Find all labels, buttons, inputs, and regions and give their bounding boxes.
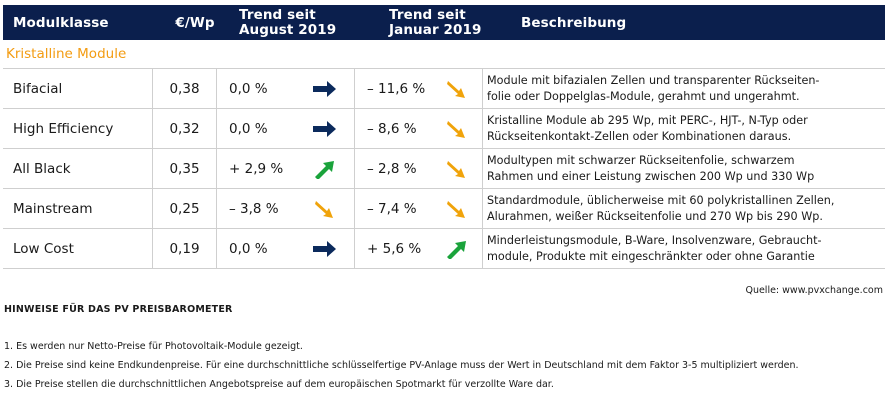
row-trend-august-value: – 3,8 % <box>229 200 279 217</box>
row-trend-august-value: 0,0 % <box>229 240 268 257</box>
row-trend-januar: + 5,6 % <box>355 229 483 268</box>
row-modulklasse: Mainstream <box>3 189 153 228</box>
row-description: Minderleistungsmodule, B-Ware, Insolvenz… <box>483 229 885 268</box>
notes-section: HINWEISE FÜR DAS PV PREISBAROMETER 1. Es… <box>4 302 884 398</box>
row-price: 0,35 <box>153 149 217 188</box>
header-trend-august-line1: Trend seit <box>239 6 316 23</box>
arrow-right-icon <box>313 240 336 257</box>
row-price: 0,25 <box>153 189 217 228</box>
row-description-line2: Alurahmen, weißer Rückseitenfolie und 27… <box>487 209 823 223</box>
row-description-line1: Minderleistungsmodule, B-Ware, Insolvenz… <box>487 234 822 247</box>
header-trend-januar-line2: Januar 2019 <box>389 21 482 38</box>
notes-list: 1. Es werden nur Netto-Preise für Photov… <box>4 341 884 390</box>
row-description: Modultypen mit schwarzer Rückseitenfolie… <box>483 149 885 188</box>
row-trend-januar: – 2,8 % <box>355 149 483 188</box>
row-trend-januar-value: – 7,4 % <box>367 200 417 217</box>
header-beschreibung: Beschreibung <box>521 14 627 31</box>
row-trend-august-value: + 2,9 % <box>229 160 284 177</box>
row-trend-august: 0,0 % <box>217 69 355 108</box>
note-item-1: 1. Es werden nur Netto-Preise für Photov… <box>4 341 303 352</box>
row-price: 0,32 <box>153 109 217 148</box>
row-description-line1: Kristalline Module ab 295 Wp, mit PERC-,… <box>487 114 808 127</box>
header-trend-januar-line1: Trend seit <box>389 6 466 23</box>
arrow-up-right-icon <box>315 160 334 179</box>
section-label: Kristalline Module <box>3 40 885 69</box>
table-header: Modulklasse €/Wp Trend seit August 2019 … <box>3 5 885 40</box>
row-modulklasse: All Black <box>3 149 153 188</box>
arrow-down-right-icon <box>447 200 465 218</box>
row-description-line1: Standardmodule, üblicherweise mit 60 pol… <box>487 194 835 207</box>
row-trend-august: 0,0 % <box>217 229 355 268</box>
row-modulklasse: Low Cost <box>3 229 153 268</box>
arrow-down-right-icon <box>315 200 333 218</box>
header-trend-august: Trend seit August 2019 <box>227 5 377 40</box>
row-trend-august: + 2,9 % <box>217 149 355 188</box>
table-row: Bifacial 0,38 0,0 % – 11,6 % Module mit … <box>3 69 885 109</box>
row-trend-januar: – 11,6 % <box>355 69 483 108</box>
arrow-down-right-icon <box>447 120 465 138</box>
row-modulklasse: Bifacial <box>3 69 153 108</box>
row-trend-august: – 3,8 % <box>217 189 355 228</box>
arrow-right-icon <box>313 80 336 97</box>
row-description-line1: Module mit bifazialen Zellen und transpa… <box>487 74 820 87</box>
row-trend-januar: – 7,4 % <box>355 189 483 228</box>
table-body: Bifacial 0,38 0,0 % – 11,6 % Module mit … <box>3 69 885 269</box>
arrow-right-icon <box>313 120 336 137</box>
row-description-line1: Modultypen mit schwarzer Rückseitenfolie… <box>487 154 795 167</box>
row-description: Module mit bifazialen Zellen und transpa… <box>483 69 885 108</box>
row-trend-august-value: 0,0 % <box>229 120 268 137</box>
note-item-3: 3. Die Preise stellen die durchschnittli… <box>4 379 554 390</box>
row-price: 0,38 <box>153 69 217 108</box>
row-trend-januar-value: – 2,8 % <box>367 160 417 177</box>
notes-title: HINWEISE FÜR DAS PV PREISBAROMETER <box>4 304 233 315</box>
price-table: Modulklasse €/Wp Trend seit August 2019 … <box>3 5 885 269</box>
table-row: High Efficiency 0,32 0,0 % – 8,6 % Krist… <box>3 109 885 149</box>
row-price: 0,19 <box>153 229 217 268</box>
row-description-line2: Rahmen und einer Leistung zwischen 200 W… <box>487 169 815 183</box>
arrow-down-right-icon <box>447 160 465 178</box>
row-trend-januar-value: – 11,6 % <box>367 80 426 97</box>
header-trend-august-line2: August 2019 <box>239 21 337 38</box>
row-description-line2: module, Produkte mit eingeschränkter ode… <box>487 249 815 263</box>
row-trend-august-value: 0,0 % <box>229 80 268 97</box>
note-item-2: 2. Die Preise sind keine Endkundenpreise… <box>4 360 799 371</box>
header-modulklasse: Modulklasse <box>13 14 109 31</box>
row-description-line2: Rückseitenkontakt-Zellen oder Kombinatio… <box>487 129 792 143</box>
header-price: €/Wp <box>175 14 215 31</box>
arrow-up-right-icon <box>447 240 466 259</box>
row-trend-august: 0,0 % <box>217 109 355 148</box>
row-trend-januar-value: – 8,6 % <box>367 120 417 137</box>
arrow-down-right-icon <box>447 80 465 98</box>
table-row: All Black 0,35 + 2,9 % – 2,8 % Modultype… <box>3 149 885 189</box>
table-row: Low Cost 0,19 0,0 % + 5,6 % Minderleistu… <box>3 229 885 269</box>
source-note: Quelle: www.pvxchange.com <box>745 285 883 296</box>
table-row: Mainstream 0,25 – 3,8 % – 7,4 % Standard… <box>3 189 885 229</box>
row-description-line2: folie oder Doppelglas-Module, gerahmt un… <box>487 89 800 103</box>
row-modulklasse: High Efficiency <box>3 109 153 148</box>
row-description: Kristalline Module ab 295 Wp, mit PERC-,… <box>483 109 885 148</box>
row-trend-januar-value: + 5,6 % <box>367 240 422 257</box>
header-trend-januar: Trend seit Januar 2019 <box>377 5 517 40</box>
row-description: Standardmodule, üblicherweise mit 60 pol… <box>483 189 885 228</box>
row-trend-januar: – 8,6 % <box>355 109 483 148</box>
